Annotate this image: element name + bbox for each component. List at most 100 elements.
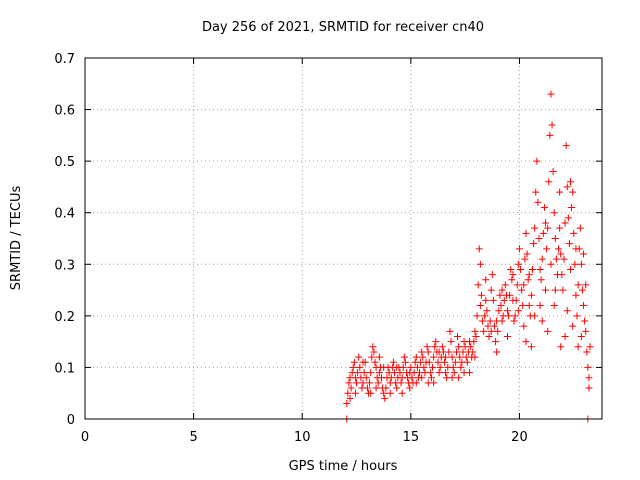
data-point [572, 245, 580, 253]
data-point [457, 363, 465, 371]
data-point [371, 358, 379, 366]
data-point [557, 250, 565, 258]
data-point [447, 338, 455, 346]
data-point [355, 353, 363, 361]
data-point [482, 296, 490, 304]
data-point [424, 348, 432, 356]
data-point [555, 245, 563, 253]
data-point [562, 142, 570, 150]
data-point [372, 384, 380, 392]
data-point [375, 369, 383, 377]
data-point [561, 332, 569, 340]
data-point [532, 188, 540, 196]
data-point [398, 389, 406, 397]
data-point [522, 229, 530, 237]
data-point [577, 332, 585, 340]
data-point [523, 250, 531, 258]
x-axis-label: GPS time / hours [289, 459, 398, 474]
data-point [531, 312, 539, 320]
y-tick-label: 0.2 [54, 310, 75, 325]
data-point [518, 286, 526, 294]
data-point [537, 276, 545, 284]
data-point [401, 358, 409, 366]
data-point [374, 379, 382, 387]
data-point [500, 296, 508, 304]
data-point [538, 255, 546, 263]
x-tick-label: 5 [189, 430, 197, 445]
y-tick-label: 0.1 [54, 361, 75, 376]
data-point [400, 353, 408, 361]
data-point [430, 353, 438, 361]
data-point [442, 353, 450, 361]
data-point [406, 384, 414, 392]
data-point [451, 358, 459, 366]
data-point [386, 389, 394, 397]
data-point [578, 286, 586, 294]
data-point [455, 374, 463, 382]
data-point [495, 307, 503, 315]
data-point [494, 327, 502, 335]
data-point [396, 369, 404, 377]
data-point [426, 369, 434, 377]
data-point [583, 348, 591, 356]
data-point [514, 260, 522, 268]
plot-frame [84, 57, 603, 420]
y-tick-label: 0.3 [54, 258, 75, 273]
data-point [370, 348, 378, 356]
data-point [519, 302, 527, 310]
data-point [539, 229, 547, 237]
data-point [528, 265, 536, 273]
data-point [423, 343, 431, 351]
data-point [399, 363, 407, 371]
data-point [508, 276, 516, 284]
data-point [380, 389, 388, 397]
x-axis: 0 5 10 15 20 [81, 58, 528, 445]
data-point [546, 131, 554, 139]
data-point [574, 343, 582, 351]
data-point [470, 338, 478, 346]
data-point [561, 219, 569, 227]
data-point [476, 260, 484, 268]
data-point [497, 302, 505, 310]
data-point [564, 214, 572, 222]
data-point [456, 353, 464, 361]
data-point [580, 302, 588, 310]
data-point [512, 296, 520, 304]
data-point [520, 322, 528, 330]
data-point [477, 291, 485, 299]
data-point [517, 265, 525, 273]
data-point [586, 343, 594, 351]
data-point [431, 343, 439, 351]
data-point [479, 317, 487, 325]
data-point [367, 369, 375, 377]
data-point [550, 302, 558, 310]
data-point [467, 343, 475, 351]
data-point [435, 369, 443, 377]
data-point [346, 394, 354, 402]
data-point [488, 271, 496, 279]
data-point [482, 276, 490, 284]
data-point [509, 271, 517, 279]
data-point [547, 90, 555, 98]
data-point [573, 312, 581, 320]
data-point [548, 121, 556, 129]
data-point [538, 317, 546, 325]
data-point [496, 291, 504, 299]
data-point [366, 379, 374, 387]
data-point [552, 255, 560, 263]
y-tick-label: 0.4 [54, 207, 75, 222]
data-point [475, 245, 483, 253]
data-point [524, 276, 532, 284]
data-point [531, 224, 539, 232]
data-point [412, 379, 420, 387]
data-point [556, 188, 564, 196]
data-point [345, 379, 353, 387]
data-point [476, 302, 484, 310]
data-point [536, 265, 544, 273]
data-point [413, 363, 421, 371]
x-tick-label: 0 [81, 430, 89, 445]
data-point [407, 363, 415, 371]
data-point [347, 384, 355, 392]
data-point [397, 379, 405, 387]
data-point [420, 363, 428, 371]
